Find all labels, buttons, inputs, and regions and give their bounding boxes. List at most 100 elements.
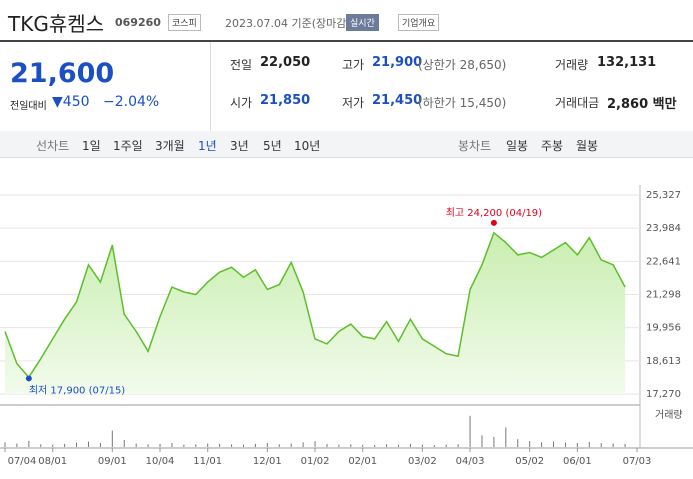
y-tick-label: 18,613: [646, 356, 681, 367]
volume-bar: [469, 415, 471, 447]
tab-bar: 선차트 1일 1주일 3개월 1년 3년 5년 10년 봉차트 일봉 주봉 월봉: [0, 131, 693, 158]
tab[interactable]: 3년: [230, 139, 249, 153]
info-value: 21,850: [260, 93, 311, 108]
company[interactable]: 기업개요: [398, 14, 440, 31]
extreme-label: 최고 24,200 (04/19): [446, 207, 542, 219]
volume-bar: [445, 444, 447, 447]
volume-label: 거래량: [655, 409, 683, 421]
info-label: 거래량: [555, 58, 589, 72]
volume-bar: [362, 444, 364, 447]
volume-bar: [254, 443, 256, 447]
header: TKG휴켐스 069260 코스피 2023.07.04 기준(장마감) 실시간…: [0, 0, 693, 40]
volume-bar: [517, 439, 519, 447]
y-tick-label: 21,298: [646, 290, 681, 301]
volume-bar: [588, 441, 590, 447]
volume-bar: [231, 444, 233, 447]
volume-bar: [52, 444, 54, 447]
volume-bar: [529, 441, 531, 447]
y-tick-label: 19,956: [646, 323, 681, 334]
volume-bar: [195, 444, 197, 447]
volume-bar: [481, 435, 483, 447]
volume-bar: [4, 442, 6, 447]
market: 코스피: [168, 14, 201, 31]
volume-bar: [564, 442, 566, 447]
volume-bar: [600, 443, 602, 447]
volume-bar: [493, 436, 495, 447]
info-label: 고가: [342, 58, 365, 72]
tab[interactable]: 5년: [263, 139, 282, 153]
volume-bar: [87, 441, 89, 447]
y-tick-label: 23,984: [646, 223, 681, 234]
extreme-dot: [490, 219, 497, 226]
volume-bar: [398, 444, 400, 447]
info-value: 22,050: [260, 55, 311, 70]
volume-bar: [386, 444, 388, 447]
x-tick-label: 05/02: [515, 456, 544, 467]
volume-bar: [28, 440, 30, 447]
volume-bar: [242, 444, 244, 447]
x-tick-label: 12/01: [253, 456, 282, 467]
extreme-dot: [25, 375, 32, 382]
volume-bar: [99, 443, 101, 447]
volume-bar: [326, 443, 328, 447]
volume-bar: [64, 443, 66, 447]
date: 2023.07.04 기준(장마감): [225, 17, 351, 30]
info-note: (상한가 28,650): [418, 58, 507, 72]
volume-bar: [219, 443, 221, 447]
tab[interactable]: 주봉: [541, 139, 564, 153]
tab[interactable]: 3개월: [155, 139, 185, 153]
volume-bar: [409, 443, 411, 447]
volume-bar: [16, 443, 18, 447]
tab[interactable]: 1일: [82, 139, 101, 153]
x-tick-label: 10/04: [146, 456, 175, 467]
tab[interactable]: 1주일: [113, 139, 143, 153]
volume-bar: [314, 441, 316, 447]
tab[interactable]: 1년: [198, 139, 217, 153]
volume-bar: [350, 444, 352, 447]
volume-bar: [576, 443, 578, 447]
volume-bar: [624, 443, 626, 447]
volume-bar: [123, 439, 125, 447]
y-tick-label: 17,270: [646, 389, 681, 400]
y-tick-label: 25,327: [646, 190, 681, 201]
tab[interactable]: 10년: [294, 139, 321, 153]
volume-bar: [612, 443, 614, 447]
info-label: 전일: [230, 58, 253, 72]
x-tick-label: 09/01: [98, 456, 127, 467]
volume-bar: [40, 444, 42, 447]
volume-bar: [171, 443, 173, 447]
x-tick-label: 02/01: [348, 456, 377, 467]
rate: −2.04%: [103, 94, 160, 110]
info-value: 132,131: [597, 55, 657, 70]
tab-group-label: 봉차트: [458, 139, 492, 153]
info-label: 저가: [342, 96, 365, 110]
realtime[interactable]: 실시간: [346, 14, 379, 31]
volume-bar: [338, 444, 340, 447]
info-value: 21,900: [372, 55, 423, 70]
volume-bar: [457, 444, 459, 447]
x-tick-label: 03/02: [408, 456, 437, 467]
tab[interactable]: 월봉: [576, 139, 599, 153]
info-note: (하한가 15,450): [418, 96, 507, 110]
volume-bar: [278, 444, 280, 447]
x-tick-label: 07/03: [623, 456, 652, 467]
info-label: 거래대금: [555, 96, 600, 110]
x-tick-label: 06/01: [563, 456, 592, 467]
extreme-label: 최저 17,900 (07/15): [29, 384, 125, 396]
y-tick-label: 22,641: [646, 256, 681, 267]
change-value: 450: [62, 94, 90, 110]
volume-bar: [302, 442, 304, 447]
info-value: 21,450: [372, 93, 423, 108]
area: [5, 232, 626, 394]
volume-bar: [135, 443, 137, 447]
tab[interactable]: 일봉: [506, 139, 529, 153]
code: 069260: [115, 16, 161, 29]
price-line: [4, 231, 626, 379]
volume-bar: [290, 443, 292, 447]
price-box: 21,600 전일대비 ▼450 −2.04%: [0, 42, 211, 132]
volume-bar: [505, 427, 507, 447]
volume-bar: [421, 444, 423, 447]
volume-bar: [433, 445, 435, 447]
volume-bar: [111, 430, 113, 447]
